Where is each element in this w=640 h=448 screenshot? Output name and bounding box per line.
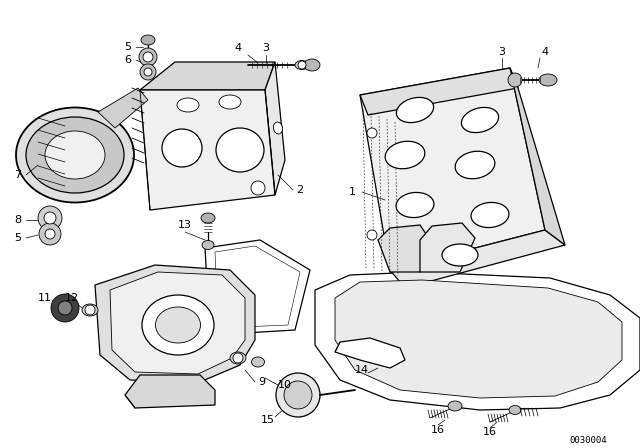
- Ellipse shape: [442, 244, 478, 266]
- Ellipse shape: [201, 213, 215, 223]
- Ellipse shape: [295, 60, 309, 69]
- Ellipse shape: [216, 128, 264, 172]
- Circle shape: [39, 223, 61, 245]
- Circle shape: [251, 181, 265, 195]
- Circle shape: [276, 373, 320, 417]
- Text: 3: 3: [499, 47, 506, 57]
- Polygon shape: [315, 272, 640, 410]
- Text: 11: 11: [38, 293, 52, 303]
- Ellipse shape: [82, 304, 98, 316]
- Text: 0030004: 0030004: [569, 435, 607, 444]
- Polygon shape: [335, 338, 405, 368]
- Circle shape: [298, 61, 306, 69]
- Ellipse shape: [230, 352, 246, 364]
- Polygon shape: [110, 272, 245, 374]
- Polygon shape: [265, 62, 285, 195]
- Polygon shape: [360, 68, 545, 270]
- Ellipse shape: [162, 129, 202, 167]
- Circle shape: [143, 52, 153, 62]
- Ellipse shape: [304, 59, 320, 71]
- Ellipse shape: [142, 295, 214, 355]
- Polygon shape: [360, 68, 518, 115]
- Text: 5: 5: [125, 42, 131, 52]
- Text: 7: 7: [15, 170, 22, 180]
- Ellipse shape: [45, 131, 105, 179]
- Text: 3: 3: [262, 43, 269, 53]
- Polygon shape: [510, 68, 565, 245]
- Ellipse shape: [455, 151, 495, 179]
- Polygon shape: [390, 230, 565, 288]
- Text: 4: 4: [234, 43, 241, 53]
- Ellipse shape: [539, 74, 557, 86]
- Ellipse shape: [448, 401, 462, 411]
- Ellipse shape: [396, 97, 434, 123]
- Ellipse shape: [471, 202, 509, 228]
- Circle shape: [508, 73, 522, 87]
- Circle shape: [233, 353, 243, 363]
- Polygon shape: [140, 90, 275, 210]
- Ellipse shape: [177, 98, 199, 112]
- Circle shape: [367, 128, 377, 138]
- Ellipse shape: [219, 95, 241, 109]
- Text: 5: 5: [15, 233, 22, 243]
- Polygon shape: [205, 240, 310, 335]
- Text: 13: 13: [178, 220, 192, 230]
- Ellipse shape: [156, 307, 200, 343]
- Circle shape: [139, 48, 157, 66]
- Ellipse shape: [396, 193, 434, 218]
- Ellipse shape: [26, 117, 124, 193]
- Polygon shape: [420, 223, 475, 272]
- Circle shape: [140, 64, 156, 80]
- Text: 10: 10: [278, 380, 292, 390]
- Circle shape: [51, 294, 79, 322]
- Ellipse shape: [385, 141, 425, 169]
- Circle shape: [45, 229, 55, 239]
- Ellipse shape: [16, 108, 134, 202]
- Circle shape: [284, 381, 312, 409]
- Polygon shape: [140, 62, 275, 90]
- Circle shape: [144, 68, 152, 76]
- Circle shape: [44, 212, 56, 224]
- Text: 8: 8: [15, 215, 22, 225]
- Text: 1: 1: [349, 187, 355, 197]
- Ellipse shape: [252, 357, 264, 367]
- Text: 14: 14: [355, 365, 369, 375]
- Text: 12: 12: [65, 293, 79, 303]
- Ellipse shape: [202, 241, 214, 250]
- Polygon shape: [95, 265, 255, 382]
- Ellipse shape: [509, 405, 521, 414]
- Polygon shape: [98, 88, 148, 128]
- Ellipse shape: [461, 108, 499, 133]
- Circle shape: [38, 206, 62, 230]
- Text: 9: 9: [259, 377, 266, 387]
- Circle shape: [85, 305, 95, 315]
- Ellipse shape: [273, 122, 282, 134]
- Circle shape: [367, 230, 377, 240]
- Text: 2: 2: [296, 185, 303, 195]
- Ellipse shape: [141, 35, 155, 45]
- Text: 6: 6: [125, 55, 131, 65]
- Polygon shape: [335, 280, 622, 398]
- Text: 16: 16: [483, 427, 497, 437]
- Circle shape: [58, 301, 72, 315]
- Polygon shape: [378, 225, 430, 272]
- Text: 15: 15: [261, 415, 275, 425]
- Text: 4: 4: [541, 47, 548, 57]
- Text: 16: 16: [431, 425, 445, 435]
- Polygon shape: [125, 375, 215, 408]
